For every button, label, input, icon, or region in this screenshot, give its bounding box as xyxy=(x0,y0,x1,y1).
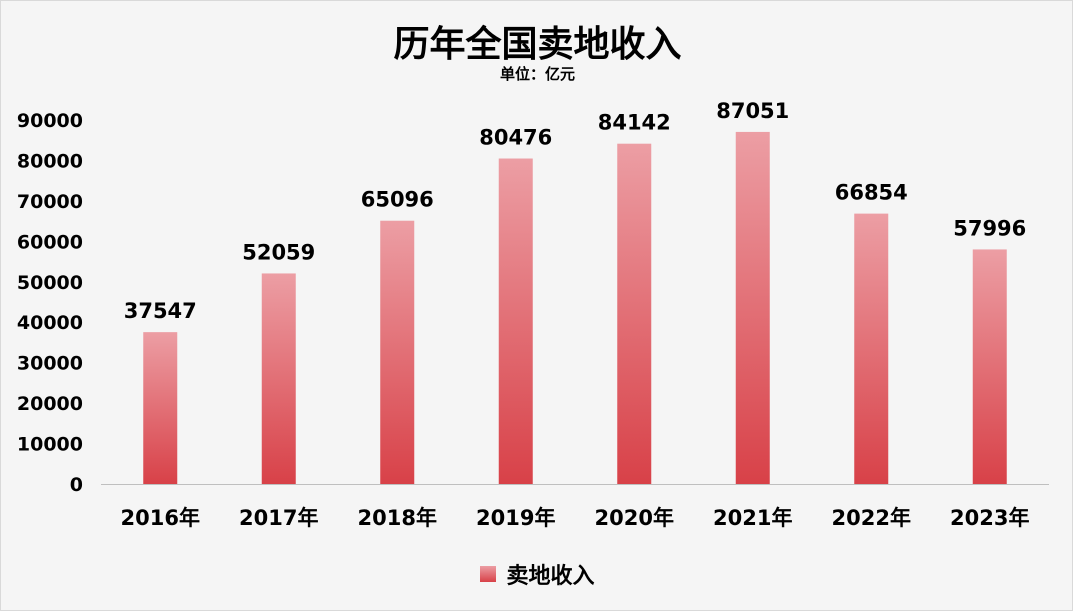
chart-title: 历年全国卖地收入 xyxy=(393,24,682,65)
legend-label: 卖地收入 xyxy=(506,564,595,589)
y-tick-label: 0 xyxy=(70,474,83,496)
bar xyxy=(143,332,178,484)
y-axis-ticks: 0 10000 20000 30000 40000 50000 60000 70000 8000… xyxy=(17,110,83,496)
data-label: 65096 xyxy=(361,188,434,212)
data-labels: 37547 52059 65096 80476 84142 87051 66854 57996 xyxy=(124,99,1027,323)
bar xyxy=(854,213,889,484)
x-tick-label: 2021年 xyxy=(713,506,792,530)
y-tick-label: 70000 xyxy=(17,191,83,213)
y-tick-label: 20000 xyxy=(17,393,83,415)
x-tick-label: 2020年 xyxy=(595,506,674,530)
y-tick-label: 30000 xyxy=(17,353,83,375)
data-label: 57996 xyxy=(953,216,1026,240)
y-tick-label: 90000 xyxy=(17,110,83,132)
data-label: 52059 xyxy=(242,240,315,264)
bar xyxy=(972,249,1007,484)
bar xyxy=(380,220,415,484)
data-label: 84142 xyxy=(598,111,671,135)
data-label: 80476 xyxy=(479,126,552,150)
x-tick-label: 2019年 xyxy=(476,506,555,530)
y-tick-label: 50000 xyxy=(17,272,83,294)
x-axis-ticks: 2016年 2017年 2018年 2019年 2020年 2021年 2022年 2023年 xyxy=(121,506,1030,530)
y-tick-label: 60000 xyxy=(17,231,83,253)
bar xyxy=(261,273,296,484)
legend: 卖地收入 xyxy=(1,558,1073,590)
chart-subtitle: 单位：亿元 xyxy=(499,65,575,83)
y-tick-label: 80000 xyxy=(17,150,83,172)
data-label: 87051 xyxy=(716,99,789,123)
bar xyxy=(498,158,533,484)
data-label: 66854 xyxy=(835,181,908,205)
bar xyxy=(617,143,652,484)
x-tick-label: 2017年 xyxy=(239,506,318,530)
legend-swatch xyxy=(480,566,497,582)
bars xyxy=(143,131,1007,484)
data-label: 37547 xyxy=(124,299,197,323)
x-tick-label: 2022年 xyxy=(832,506,911,530)
y-tick-label: 40000 xyxy=(17,312,83,334)
bar xyxy=(735,131,770,484)
x-tick-label: 2018年 xyxy=(358,506,437,530)
y-tick-label: 10000 xyxy=(17,434,83,456)
x-tick-label: 2023年 xyxy=(950,506,1029,530)
x-tick-label: 2016年 xyxy=(121,506,200,530)
